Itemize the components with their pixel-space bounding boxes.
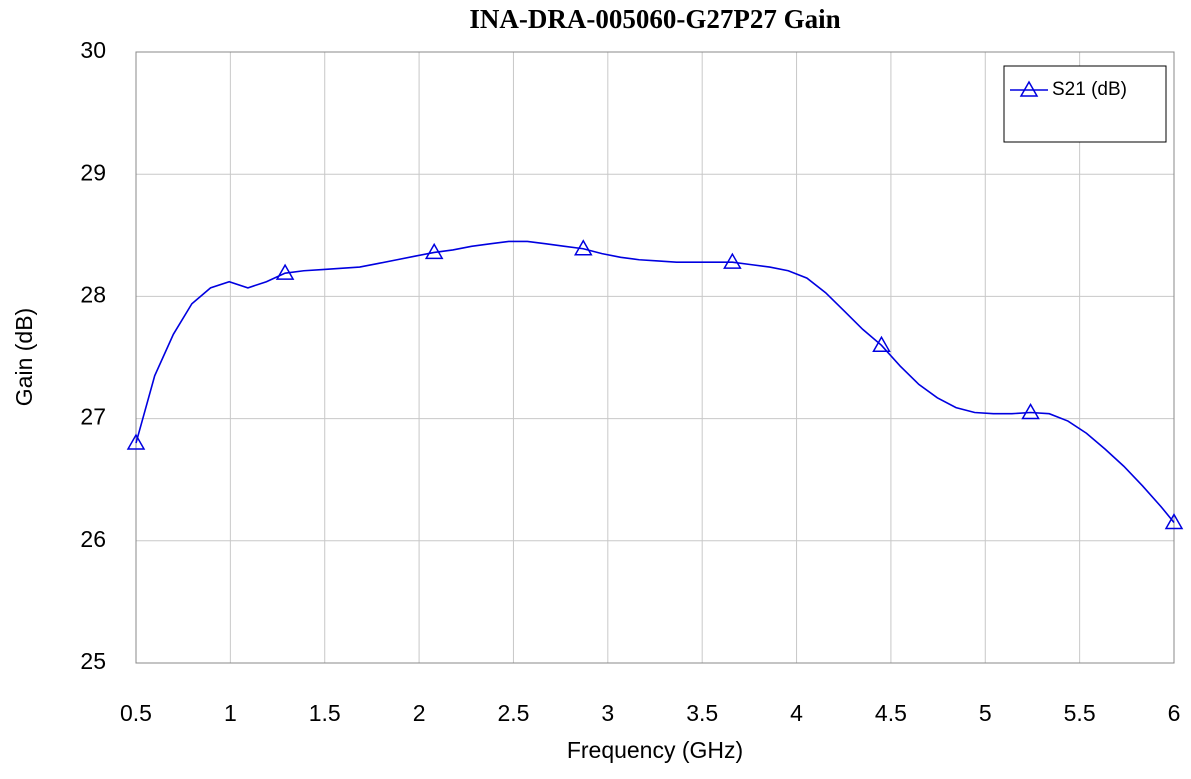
x-tick-label: 6 (1168, 700, 1181, 726)
x-tick-label: 4 (790, 700, 803, 726)
chart-title: INA-DRA-005060-G27P27 Gain (469, 4, 840, 34)
y-tick-label: 28 (80, 281, 106, 307)
legend-label: S21 (dB) (1052, 79, 1127, 100)
x-tick-label: 3 (601, 700, 614, 726)
x-tick-label: 2.5 (497, 700, 529, 726)
data-marker (1021, 402, 1040, 420)
legend-marker (1019, 80, 1039, 97)
data-marker (424, 242, 444, 260)
data-marker (573, 239, 593, 256)
y-axis-label: Gain (dB) (11, 308, 37, 406)
data-marker (723, 252, 742, 269)
y-tick-label: 25 (80, 648, 106, 674)
y-tick-label: 29 (80, 159, 106, 185)
legend-box (1003, 65, 1167, 143)
data-line (135, 240, 1175, 523)
x-axis-label: Frequency (GHz) (567, 737, 743, 763)
x-tick-label: 0.5 (120, 700, 152, 726)
x-tick-label: 1 (224, 700, 237, 726)
data-marker (1164, 512, 1184, 530)
x-tick-label: 2 (413, 700, 426, 726)
x-tick-label: 5.5 (1064, 700, 1096, 726)
x-tick-label: 5 (979, 700, 992, 726)
x-tick-label: 3.5 (686, 700, 718, 726)
data-marker (275, 263, 295, 280)
y-tick-label: 27 (80, 404, 106, 430)
x-tick-label: 4.5 (875, 700, 907, 726)
data-marker (126, 433, 146, 450)
y-tick-label: 30 (80, 37, 106, 63)
y-tick-label: 26 (80, 526, 106, 552)
plot-frame (135, 51, 1175, 664)
x-tick-label: 1.5 (309, 700, 341, 726)
data-marker (872, 335, 891, 353)
